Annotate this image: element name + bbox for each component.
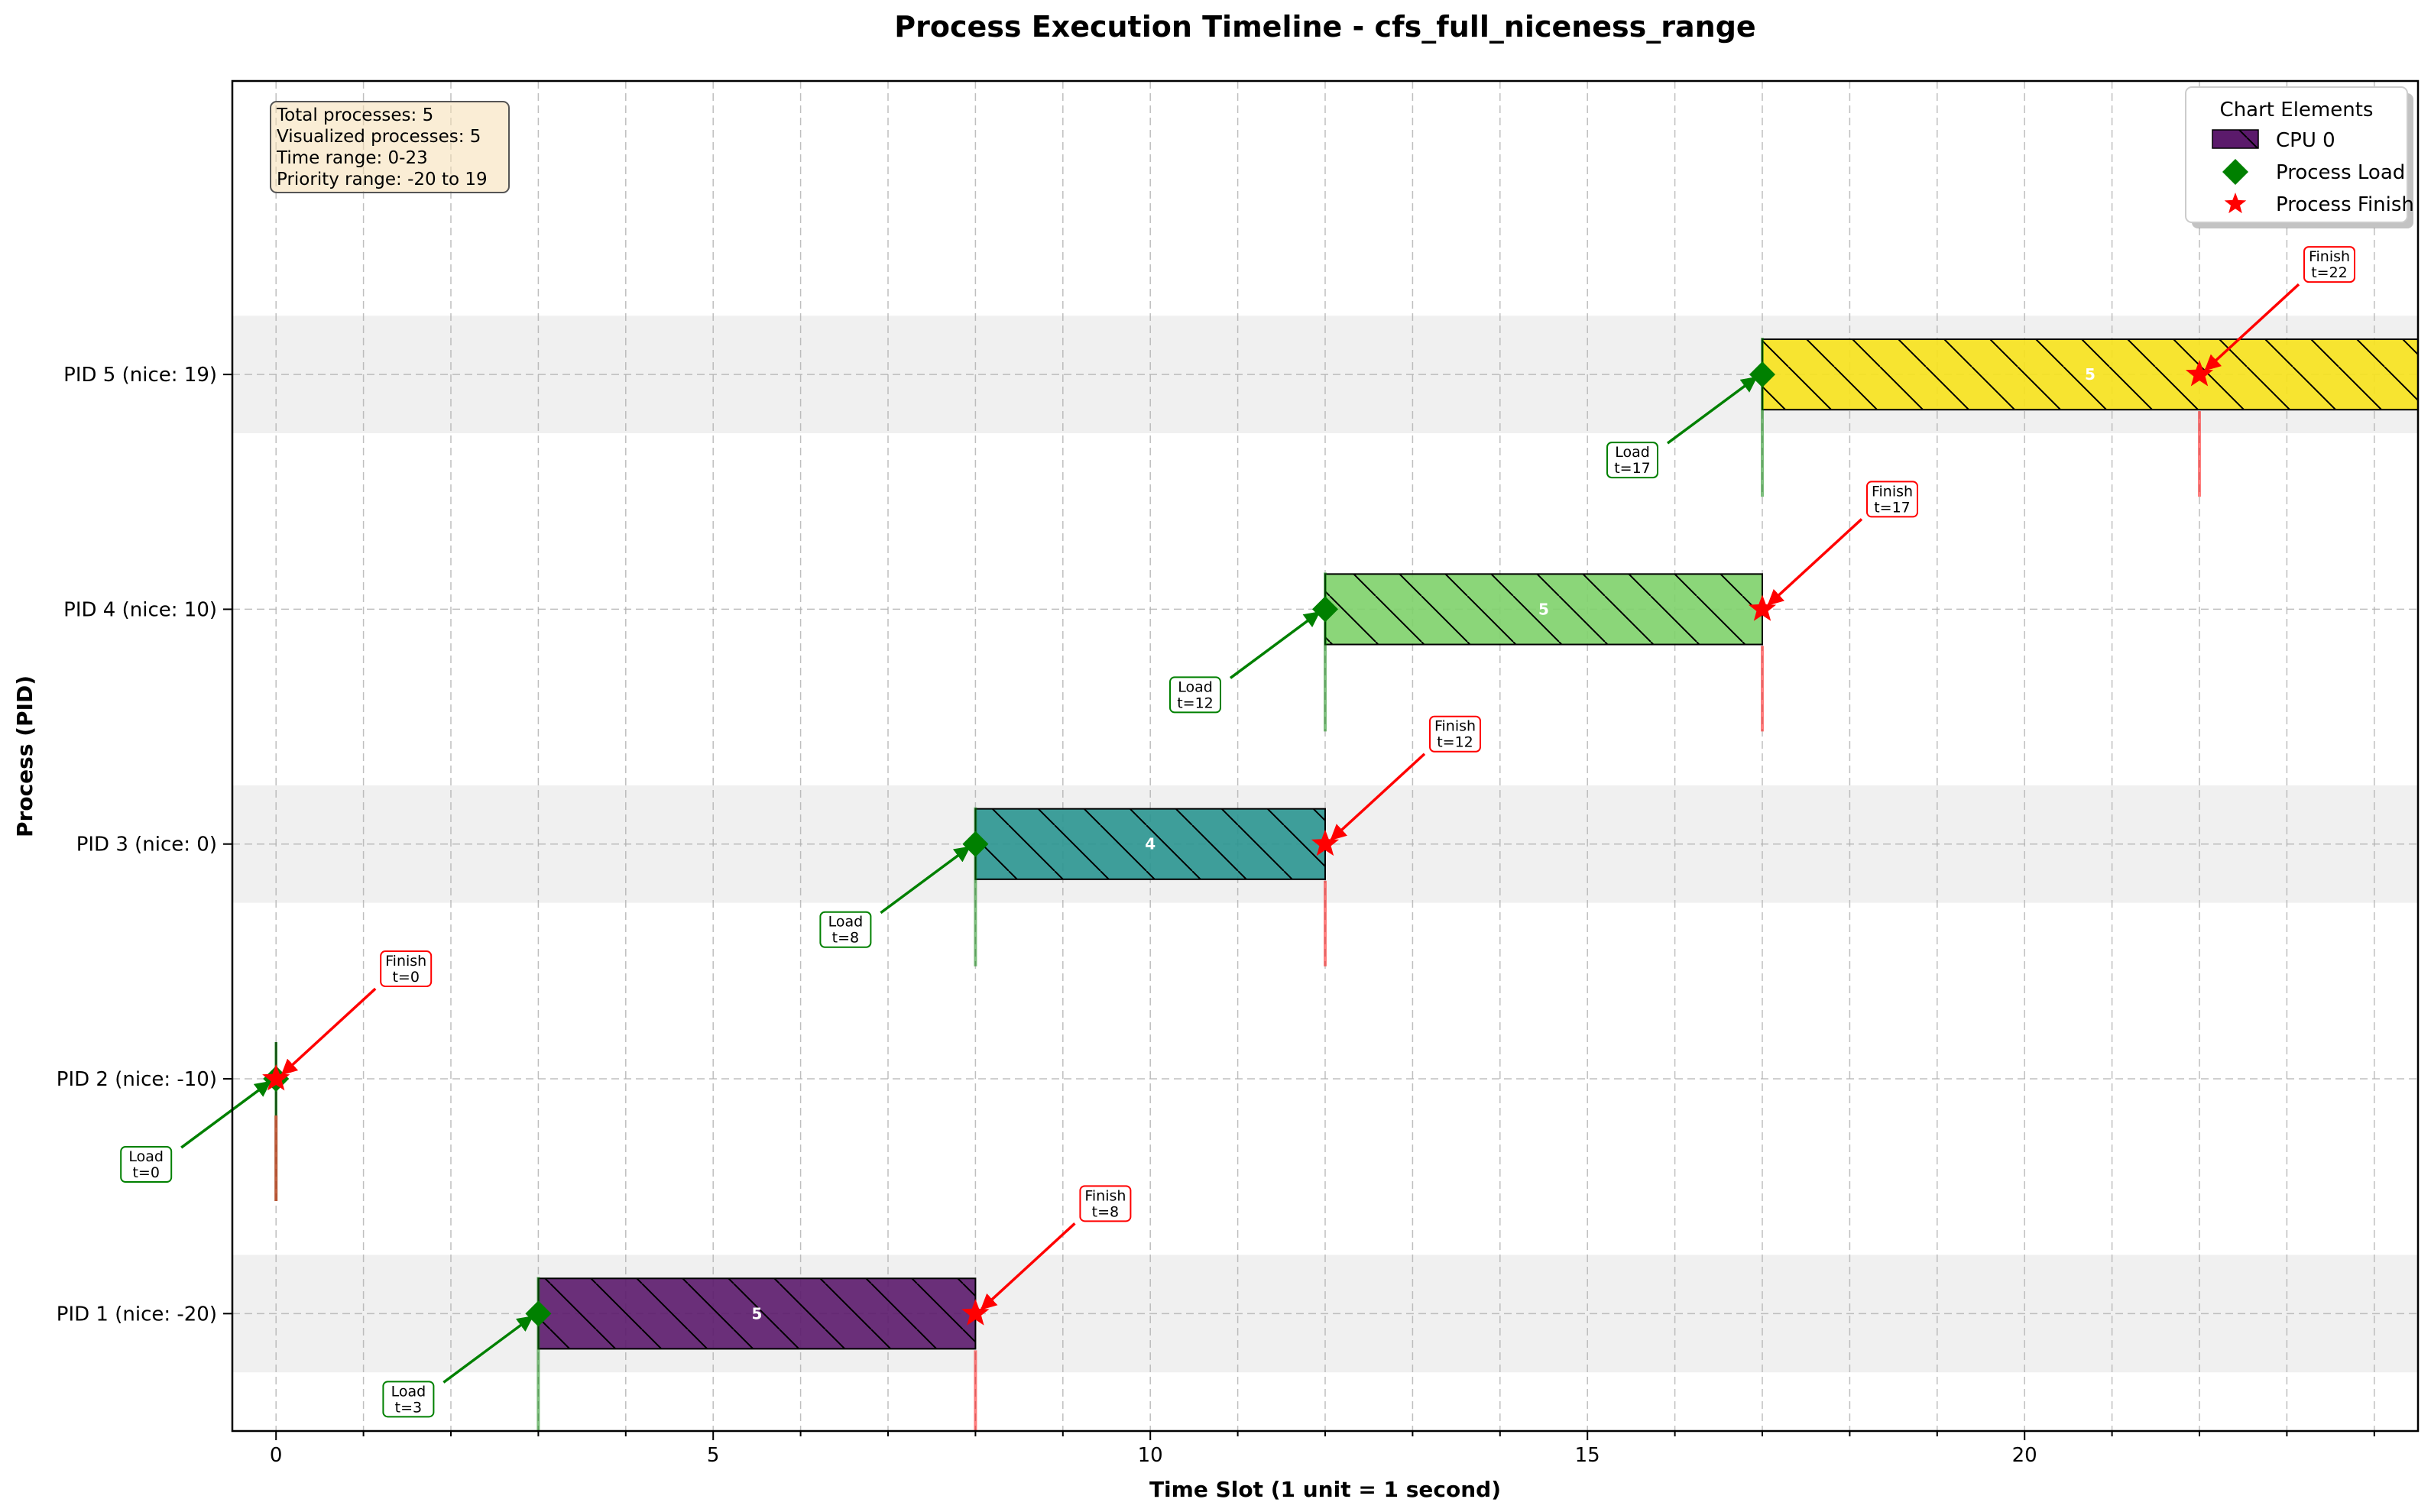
load-annotation-text: t=3 <box>395 1399 422 1416</box>
finish-annotation-text: Finish <box>2309 248 2350 265</box>
finish-annotation-text: t=22 <box>2311 264 2348 281</box>
finish-marker <box>1311 829 1340 856</box>
process-bar-hatch <box>1324 573 1763 646</box>
finish-annotation-text: Finish <box>1084 1187 1126 1204</box>
finish-arrow <box>280 987 377 1076</box>
load-annotation-text: t=8 <box>832 930 859 947</box>
load-arrow <box>442 1315 534 1384</box>
plot-marks: 5 4 5 5 <box>262 338 2418 1431</box>
finish-marker <box>262 1064 290 1091</box>
load-annotation-text: Load <box>1615 444 1650 461</box>
x-tick-label: 20 <box>2012 1444 2037 1467</box>
y-tick-label: PID 4 (nice: 10) <box>63 598 217 621</box>
process-bar-hatch <box>537 1277 977 1350</box>
info-priority-range: Priority range: -20 to 19 <box>277 170 488 189</box>
finish-marker <box>961 1299 990 1326</box>
legend-load-label: Process Load <box>2276 161 2405 184</box>
y-tick-label: PID 5 (nice: 19) <box>63 364 217 387</box>
load-arrow <box>880 846 971 915</box>
finish-annotation-text: t=12 <box>1437 734 1473 751</box>
finish-annotation-box <box>2303 246 2355 283</box>
annotations: Loadt=3Finisht=8Loadt=0Finisht=0Loadt=8F… <box>120 246 2355 1418</box>
y-tick-label: PID 1 (nice: -20) <box>57 1303 217 1326</box>
info-box: Total processes: 5 Visualized processes:… <box>270 101 510 193</box>
load-annotation-text: Load <box>828 914 864 931</box>
load-annotation-text: Load <box>128 1148 164 1165</box>
legend-load-marker <box>2222 159 2248 185</box>
load-annotation-text: t=12 <box>1177 694 1214 711</box>
x-axis-label: Time Slot (1 unit = 1 second) <box>1149 1477 1501 1502</box>
finish-arrow <box>1330 753 1426 841</box>
info-time-range: Time range: 0-23 <box>276 148 428 168</box>
load-annotation-text: t=0 <box>132 1164 159 1181</box>
info-total: Total processes: 5 <box>276 105 433 125</box>
axes: 0 5 10 15 20 PID 1 (nice: -20) PID 2 (nice: -1… <box>57 364 2375 1467</box>
bar-label: 5 <box>1538 600 1549 618</box>
y-axis-label: Process (PID) <box>12 675 37 837</box>
x-tick-label: 15 <box>1575 1444 1600 1467</box>
finish-annotation-text: t=17 <box>1874 499 1911 516</box>
y-tick-label: PID 2 (nice: -10) <box>57 1068 217 1091</box>
grid-lines <box>232 81 2418 1431</box>
load-annotation-text: Load <box>391 1383 426 1400</box>
finish-marker <box>1748 594 1777 621</box>
load-arrow <box>180 1080 271 1149</box>
y-tick-label: PID 3 (nice: 0) <box>76 834 217 856</box>
finish-annotation-text: Finish <box>1434 718 1476 735</box>
legend-finish-marker <box>2224 193 2247 214</box>
finish-annotation-box <box>1866 481 1918 518</box>
finish-annotation-text: t=8 <box>1092 1203 1119 1220</box>
load-annotation-text: Load <box>1178 678 1213 695</box>
finish-arrow <box>2204 283 2300 371</box>
bar-label: 4 <box>1145 835 1156 853</box>
info-visualized: Visualized processes: 5 <box>277 127 481 147</box>
load-arrow <box>1229 611 1321 679</box>
finish-annotation-text: t=0 <box>392 969 419 986</box>
load-annotation-box <box>819 911 872 948</box>
load-annotation-box <box>1606 442 1658 479</box>
finish-annotation-text: Finish <box>385 953 426 970</box>
finish-annotation-text: Finish <box>1872 483 1913 500</box>
finish-arrow <box>980 1222 1076 1310</box>
x-tick-label: 5 <box>707 1444 720 1467</box>
load-annotation-box <box>1169 676 1221 714</box>
load-arrow <box>1666 376 1758 445</box>
legend-title: Chart Elements <box>2220 99 2374 121</box>
finish-annotation-box <box>1429 715 1481 753</box>
x-tick-label: 0 <box>270 1444 283 1467</box>
legend: Chart Elements CPU 0 Process Load Proces… <box>2185 86 2414 228</box>
finish-annotation-box <box>1079 1185 1132 1222</box>
finish-annotation-box <box>380 950 433 988</box>
finish-arrow <box>1767 518 1863 606</box>
load-annotation-box <box>382 1381 435 1418</box>
load-annotation-box <box>120 1146 173 1183</box>
chart-title: Process Execution Timeline - cfs_full_ni… <box>894 10 1755 44</box>
finish-marker <box>2185 360 2214 387</box>
process-bar-hatch <box>1762 338 2418 411</box>
legend-finish-label: Process Finish <box>2276 193 2414 216</box>
legend-cpu-label: CPU 0 <box>2276 129 2335 152</box>
bar-label: 5 <box>751 1304 762 1323</box>
bar-label: 5 <box>2085 365 2096 384</box>
x-tick-label: 10 <box>1138 1444 1163 1467</box>
load-annotation-text: t=17 <box>1614 460 1651 477</box>
